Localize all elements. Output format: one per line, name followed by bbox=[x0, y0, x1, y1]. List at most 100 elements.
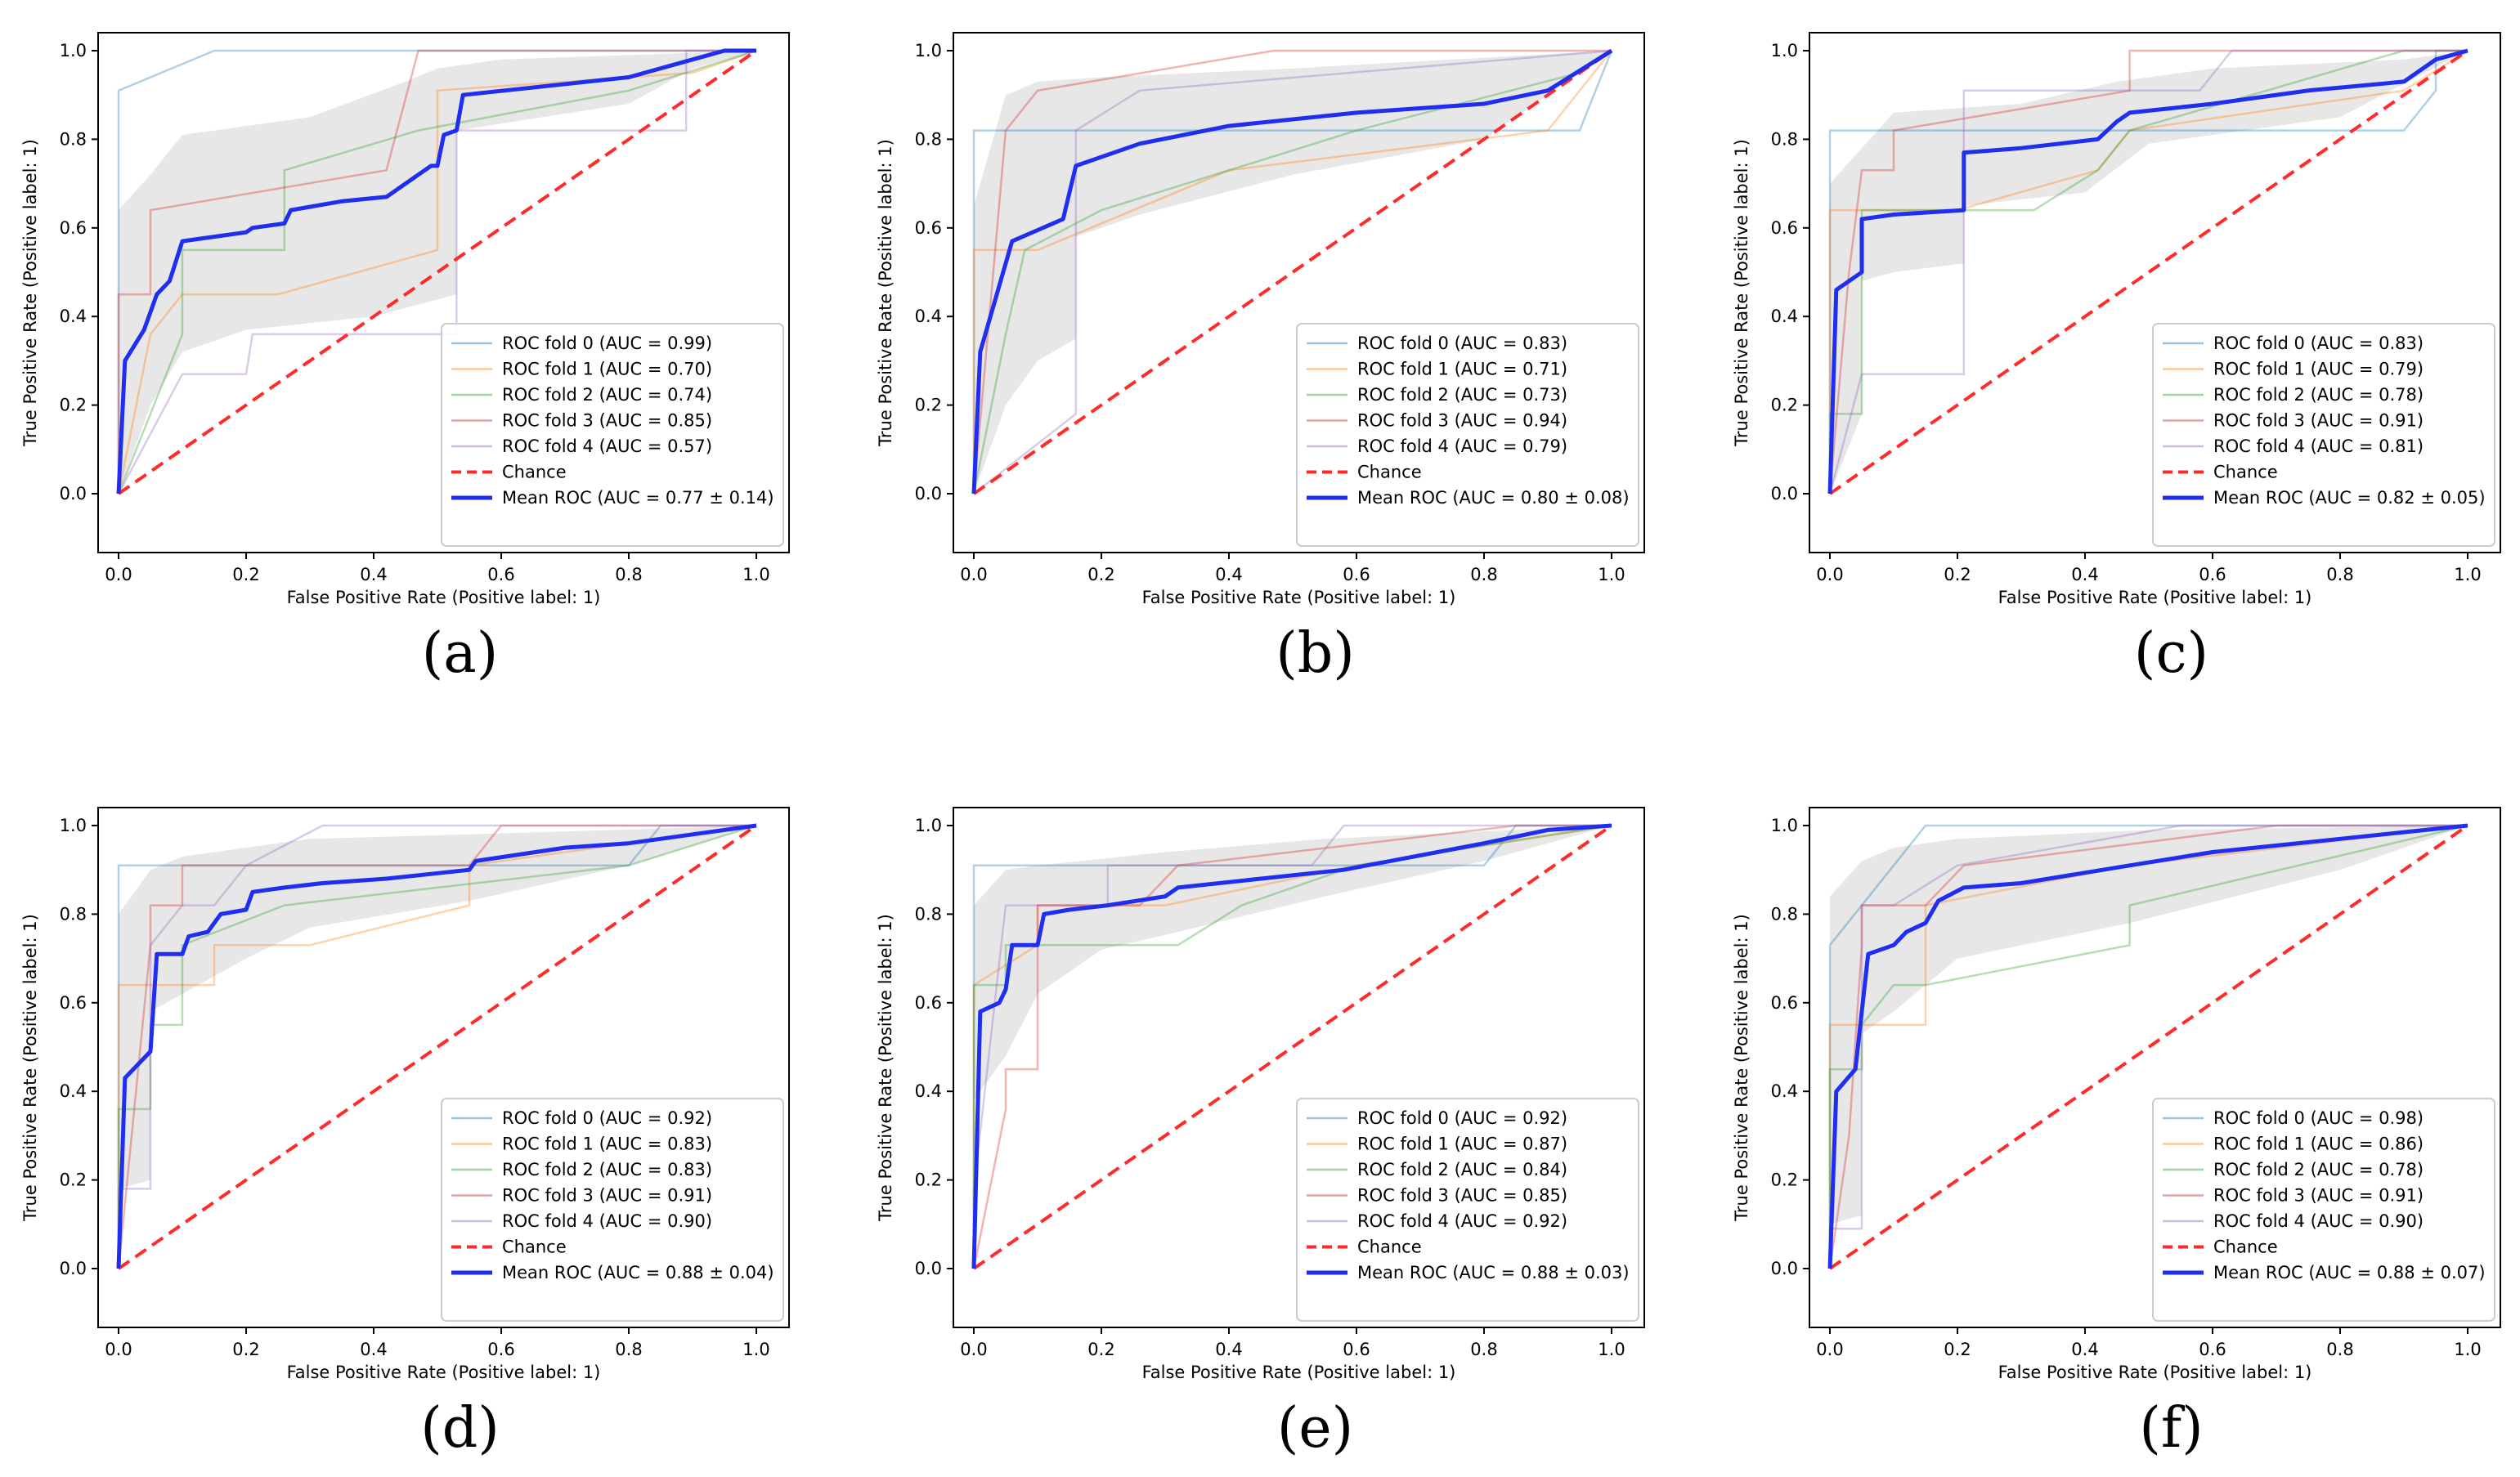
y-tick-label: 0.6 bbox=[1771, 218, 1798, 238]
x-tick-label: 1.0 bbox=[742, 1340, 769, 1359]
y-tick-label: 0.0 bbox=[1771, 484, 1798, 504]
mean-roc-line bbox=[971, 48, 1613, 495]
y-tick-label: 1.0 bbox=[915, 41, 942, 60]
roc-panel-3: 0.0 0.2 0.4 0.6 0.8 1.0 0.0 0.2 0.4 0.6 0.8 1.0 Fals… bbox=[20, 807, 790, 1461]
x-tick-label: 0.6 bbox=[2199, 1340, 2226, 1359]
y-tick-label: 1.0 bbox=[1771, 816, 1798, 835]
y-tick-label: 0.4 bbox=[915, 1081, 942, 1101]
legend-box bbox=[2152, 323, 2495, 547]
roc-fold-3-line bbox=[117, 49, 756, 494]
y-tick-label: 1.0 bbox=[915, 816, 942, 835]
roc-fold-0-line bbox=[117, 49, 756, 494]
legend-box bbox=[1296, 323, 1639, 547]
legend-entry: ROC fold 0 (AUC = 0.92) bbox=[1357, 1108, 1567, 1128]
mean-roc-line bbox=[971, 823, 1612, 1269]
y-tick-label: 0.8 bbox=[60, 904, 87, 924]
x-tick-label: 0.8 bbox=[2326, 1340, 2353, 1359]
roc-fold-2-line bbox=[117, 824, 757, 1269]
panel-caption: (d) bbox=[420, 1396, 500, 1461]
roc-panel-5: 0.0 0.2 0.4 0.6 0.8 1.0 0.0 0.2 0.4 0.6 0.8 1.0 Fals… bbox=[1732, 807, 2501, 1461]
y-axis-label: True Positive Rate (Positive label: 1) bbox=[1732, 914, 1751, 1222]
roc-fold-1-line bbox=[117, 824, 757, 1269]
roc-fold-3-line bbox=[1828, 49, 2468, 495]
x-tick-label: 0.2 bbox=[1087, 1340, 1114, 1359]
mean-roc-line bbox=[1827, 823, 2468, 1269]
legend: ROC fold 0 (AUC = 0.83) ROC fold 1 (AUC =… bbox=[1296, 323, 1639, 547]
x-tick-label: 0.4 bbox=[2071, 565, 2098, 584]
y-tick-label: 0.0 bbox=[60, 1259, 87, 1278]
legend-entry: Chance bbox=[2213, 1238, 2278, 1257]
legend-entry: Mean ROC (AUC = 0.80 ± 0.08) bbox=[1357, 488, 1630, 508]
roc-fold-2-line bbox=[1828, 824, 2468, 1269]
legend-entry: ROC fold 2 (AUC = 0.78) bbox=[2213, 1160, 2424, 1179]
legend: ROC fold 0 (AUC = 0.99) ROC fold 1 (AUC =… bbox=[441, 323, 784, 547]
legend-entry: ROC fold 1 (AUC = 0.71) bbox=[1357, 360, 1567, 379]
legend-entry: ROC fold 3 (AUC = 0.91) bbox=[2213, 1186, 2424, 1206]
legend-entry: ROC fold 3 (AUC = 0.85) bbox=[1357, 1186, 1567, 1206]
axes-frame bbox=[97, 32, 790, 553]
roc-fold-2-line bbox=[117, 49, 757, 495]
x-tick-label: 0.4 bbox=[2071, 1340, 2098, 1359]
x-tick-label: 0.8 bbox=[1470, 565, 1497, 584]
chance-line bbox=[972, 49, 1613, 495]
x-tick-label: 0.0 bbox=[960, 1340, 987, 1359]
chance-line bbox=[117, 824, 758, 1270]
chance-line bbox=[1828, 824, 2469, 1270]
legend-entry: ROC fold 0 (AUC = 0.99) bbox=[502, 333, 712, 353]
roc-fold-3-line bbox=[972, 49, 1612, 495]
roc-panel-0: 0.0 0.2 0.4 0.6 0.8 1.0 0.0 0.2 0.4 0.6 0.8 1.0 Fals… bbox=[20, 32, 790, 686]
legend-entry: ROC fold 0 (AUC = 0.92) bbox=[502, 1108, 712, 1128]
legend: ROC fold 0 (AUC = 0.83) ROC fold 1 (AUC =… bbox=[2152, 323, 2495, 547]
mean-roc-line bbox=[116, 48, 756, 495]
y-tick-label: 1.0 bbox=[1771, 41, 1798, 60]
legend-entry: ROC fold 2 (AUC = 0.83) bbox=[502, 1160, 712, 1179]
y-tick-label: 0.6 bbox=[915, 218, 942, 238]
legend-entry: ROC fold 0 (AUC = 0.98) bbox=[2213, 1108, 2424, 1128]
x-axis-label: False Positive Rate (Positive label: 1) bbox=[1998, 588, 2312, 607]
roc-fold-2-line bbox=[1828, 49, 2468, 494]
y-tick-label: 0.2 bbox=[60, 396, 87, 415]
x-tick-label: 1.0 bbox=[1598, 565, 1625, 584]
x-tick-label: 0.4 bbox=[360, 565, 387, 584]
y-tick-label: 0.8 bbox=[1771, 129, 1798, 149]
legend-entry: ROC fold 4 (AUC = 0.79) bbox=[1357, 436, 1567, 456]
roc-fold-1-line bbox=[1828, 49, 2468, 494]
x-tick-label: 0.0 bbox=[105, 565, 132, 584]
legend-box bbox=[2152, 1098, 2495, 1322]
panel-caption: (f) bbox=[2139, 1396, 2203, 1461]
legend-entry: ROC fold 4 (AUC = 0.81) bbox=[2213, 436, 2424, 456]
y-tick-label: 0.0 bbox=[60, 484, 87, 504]
legend-entry: ROC fold 3 (AUC = 0.91) bbox=[2213, 411, 2424, 431]
x-tick-label: 0.8 bbox=[615, 565, 642, 584]
std-band bbox=[974, 51, 1612, 494]
x-axis-label: False Positive Rate (Positive label: 1) bbox=[287, 1363, 601, 1382]
legend-entry: ROC fold 1 (AUC = 0.70) bbox=[502, 360, 712, 379]
y-tick-label: 0.4 bbox=[1771, 307, 1798, 326]
roc-fold-4-line bbox=[117, 824, 756, 1269]
legend-entry: Mean ROC (AUC = 0.88 ± 0.04) bbox=[502, 1263, 774, 1282]
x-tick-label: 0.8 bbox=[615, 1340, 642, 1359]
mean-roc-line bbox=[1827, 48, 2468, 495]
x-tick-label: 0.8 bbox=[2326, 565, 2353, 584]
std-band bbox=[1830, 826, 2468, 1269]
legend-entry: ROC fold 4 (AUC = 0.90) bbox=[2213, 1211, 2424, 1231]
y-tick-label: 0.6 bbox=[915, 993, 942, 1013]
x-tick-label: 0.0 bbox=[1816, 565, 1843, 584]
legend-entry: ROC fold 4 (AUC = 0.90) bbox=[502, 1211, 712, 1231]
roc-fold-0-line bbox=[972, 824, 1612, 1269]
y-tick-label: 0.6 bbox=[60, 993, 87, 1013]
legend-box bbox=[441, 323, 784, 547]
legend-entry: ROC fold 2 (AUC = 0.73) bbox=[1357, 385, 1567, 405]
legend-entry: ROC fold 1 (AUC = 0.79) bbox=[2213, 360, 2424, 379]
roc-fold-3-line bbox=[1828, 824, 2468, 1269]
legend-entry: ROC fold 4 (AUC = 0.92) bbox=[1357, 1211, 1567, 1231]
x-tick-label: 1.0 bbox=[1598, 1340, 1625, 1359]
legend-box bbox=[1296, 1098, 1639, 1322]
x-tick-label: 0.2 bbox=[1087, 565, 1114, 584]
y-tick-label: 0.4 bbox=[60, 1081, 87, 1101]
x-tick-label: 0.4 bbox=[360, 1340, 387, 1359]
legend-entry: ROC fold 1 (AUC = 0.87) bbox=[1357, 1135, 1567, 1154]
roc-fold-4-line bbox=[972, 824, 1612, 1269]
x-tick-label: 1.0 bbox=[2454, 1340, 2481, 1359]
legend-box bbox=[441, 1098, 784, 1322]
